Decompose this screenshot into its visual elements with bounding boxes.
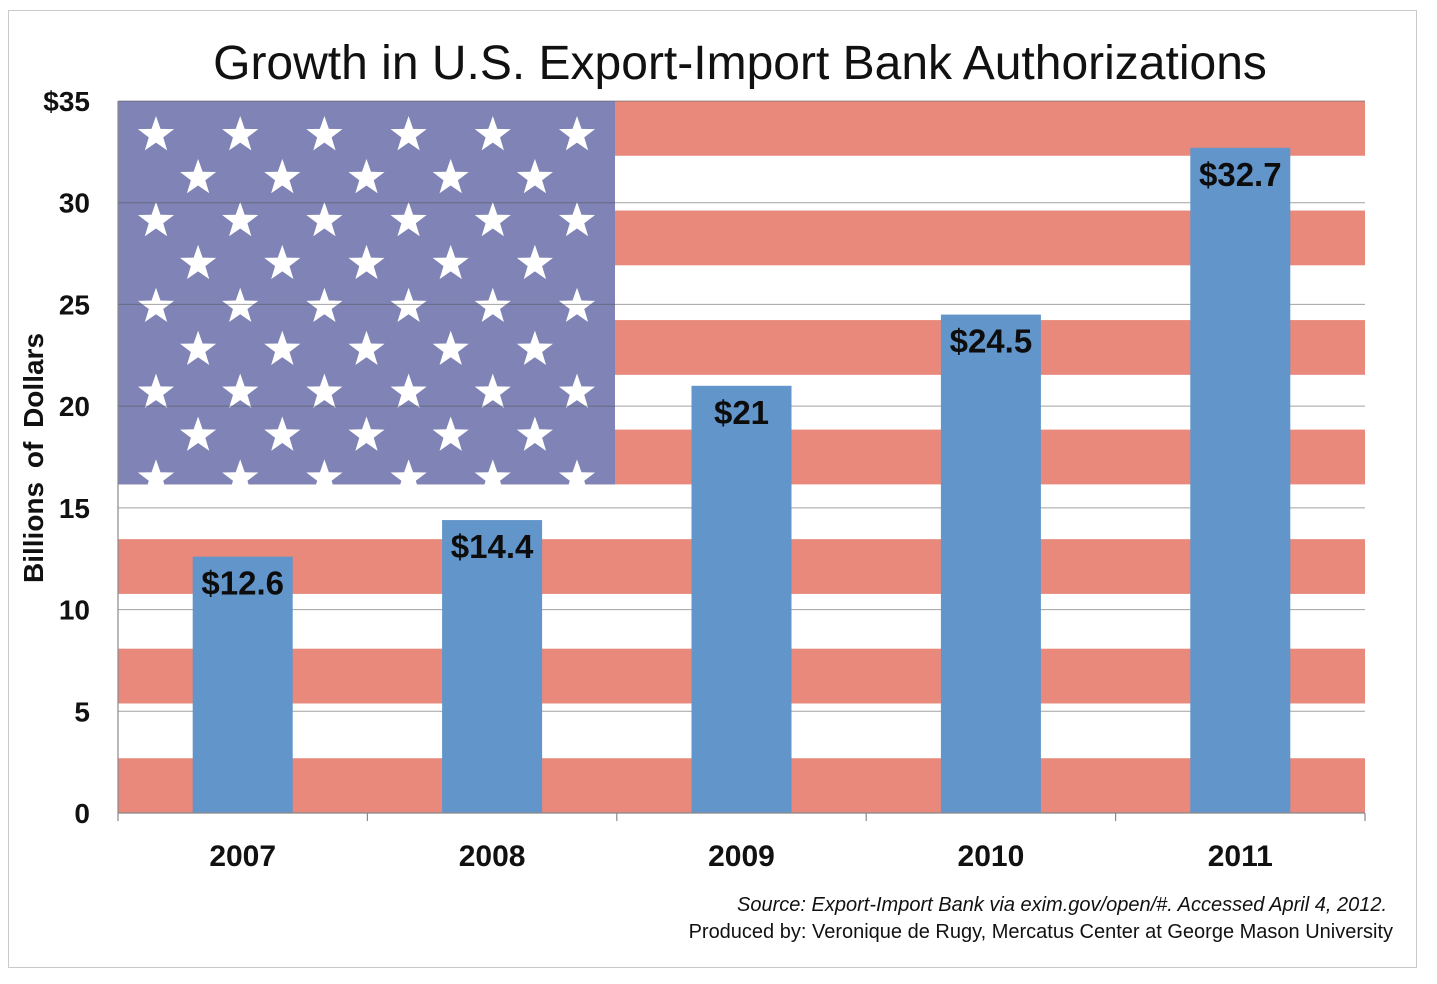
flag-star — [348, 416, 385, 451]
bar-2011 — [1190, 147, 1291, 813]
flag-star — [474, 116, 511, 151]
y-tick-label: 30 — [59, 188, 90, 219]
bar-2007 — [192, 556, 293, 813]
flag-star — [432, 330, 469, 365]
flag-star — [180, 330, 217, 365]
flag-star — [180, 244, 217, 280]
x-tick-label: 2008 — [459, 840, 526, 873]
flag-star — [390, 201, 427, 237]
flag-star — [432, 158, 469, 194]
flag-star — [516, 158, 553, 194]
credit-note: Produced by: Veronique de Rugy, Mercatus… — [688, 921, 1393, 943]
flag-star — [137, 373, 175, 408]
y-tick-label: 15 — [59, 493, 90, 524]
flag-star — [264, 330, 301, 365]
axes — [117, 101, 1366, 821]
flag-star — [390, 116, 427, 151]
flag-star — [137, 459, 175, 494]
y-tick-label: 10 — [59, 595, 90, 626]
flag-star — [390, 459, 427, 494]
bar-2009 — [691, 385, 792, 813]
y-tick-label: 0 — [74, 798, 90, 829]
flag-star — [558, 373, 596, 408]
flag-star — [222, 373, 259, 408]
chart-title: Growth in U.S. Export-Import Bank Author… — [213, 37, 1267, 90]
flag-star — [264, 416, 301, 451]
source-note: Source: Export-Import Bank via exim.gov/… — [737, 894, 1387, 916]
flag-star — [474, 373, 511, 408]
bar-2010 — [940, 314, 1041, 813]
flag-star — [180, 158, 217, 194]
data-label: $12.6 — [201, 565, 284, 602]
labels: 0 5 10 15 20 25 30 $35 2007 2008 2009 2010 2011 $12.6… — [43, 86, 1281, 873]
flag-star — [137, 201, 175, 237]
flag-star — [348, 158, 385, 194]
x-tick-label: 2007 — [209, 840, 276, 873]
flag-star — [516, 416, 553, 451]
data-label: $14.4 — [451, 528, 534, 565]
flag-star — [558, 459, 596, 494]
x-tick-label: 2011 — [1208, 840, 1273, 873]
flag-star — [516, 244, 553, 280]
flag-star — [180, 416, 217, 451]
flag-star — [306, 116, 343, 151]
x-tick-label: 2009 — [708, 840, 775, 873]
flag-star — [558, 201, 596, 237]
x-tick-label: 2010 — [958, 840, 1025, 873]
flag-star — [306, 459, 343, 494]
flag-star — [137, 116, 175, 151]
flag-star — [432, 416, 469, 451]
y-tick-label: 20 — [59, 391, 90, 422]
flag-star — [264, 244, 301, 280]
chart-frame — [8, 10, 1417, 968]
y-tick-label: 25 — [59, 289, 90, 320]
flag-star — [264, 158, 301, 194]
flag-star — [348, 330, 385, 365]
flag-star — [348, 244, 385, 280]
y-tick-label: $35 — [43, 86, 90, 117]
y-axis-label: Billions of Dollars — [18, 332, 49, 584]
data-label: $32.7 — [1199, 156, 1282, 193]
flag-star — [390, 373, 427, 408]
flag-star — [558, 116, 596, 151]
flag-star — [516, 330, 553, 365]
flag-star — [222, 201, 259, 237]
data-label: $21 — [714, 394, 769, 431]
flag-star — [474, 459, 511, 494]
bar-2008 — [442, 520, 543, 813]
bars — [192, 147, 1291, 813]
flag-star — [306, 373, 343, 408]
y-tick-label: 5 — [74, 696, 90, 727]
flag-star — [306, 201, 343, 237]
flag-star — [432, 244, 469, 280]
flag-star — [474, 201, 511, 237]
flag-star — [222, 459, 259, 494]
data-label: $24.5 — [950, 323, 1033, 360]
flag-star — [222, 116, 259, 151]
